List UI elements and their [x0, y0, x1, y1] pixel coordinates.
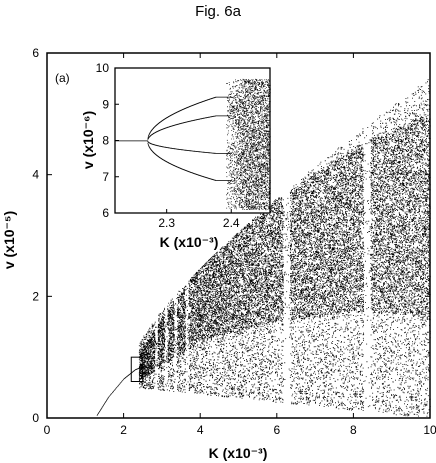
- main-x-tick-label: 6: [273, 423, 280, 437]
- main-x-axis-label: K (x10⁻³): [209, 445, 268, 461]
- main-plot: 0 2 4 6 8 10 0 2 4 6 K (x10⁻³) v (x10⁻⁵): [1, 46, 436, 461]
- inset-plot: 2.3 2.4 6 7 8 9 10 K (x10⁻³) v (x10⁻⁶): [80, 61, 271, 250]
- inset-points-layer: [115, 78, 271, 211]
- main-x-tick-label: 0: [44, 423, 51, 437]
- inset-y-tick-label: 10: [96, 61, 110, 75]
- inset-x-tick-label: 2.3: [158, 216, 175, 230]
- inset-x-axis-label: K (x10⁻³): [160, 234, 219, 250]
- main-y-axis-label: v (x10⁻⁵): [1, 211, 17, 269]
- main-ticks-layer: 0 2 4 6 8 10 0 2 4 6: [32, 46, 436, 437]
- panel-label: (a): [55, 71, 70, 85]
- inset-y-tick-label: 8: [102, 134, 109, 148]
- inset-y-tick-label: 9: [102, 97, 109, 111]
- inset-region-box: [130, 356, 144, 382]
- main-x-tick-label: 4: [197, 423, 204, 437]
- inset-y-axis-label: v (x10⁻⁶): [80, 111, 96, 169]
- inset-x-tick-label: 2.4: [223, 216, 240, 230]
- main-y-tick-label: 6: [32, 46, 39, 60]
- main-x-tick-label: 8: [350, 423, 357, 437]
- main-y-tick-label: 2: [32, 289, 39, 303]
- main-x-tick-label: 2: [120, 423, 127, 437]
- main-points-layer: [96, 79, 431, 417]
- inset-y-tick-label: 6: [102, 206, 109, 220]
- main-y-tick-label: 4: [32, 168, 39, 182]
- main-plot-frame: [46, 52, 431, 419]
- inset-y-tick-label: 7: [102, 170, 109, 184]
- inset-bifurcation-points: [115, 78, 271, 211]
- main-bifurcation-points: [96, 79, 431, 417]
- inset-ticks-layer: 2.3 2.4 6 7 8 9 10: [96, 61, 240, 230]
- main-y-tick-label: 0: [32, 411, 39, 425]
- figure-title: Fig. 6a: [195, 3, 242, 20]
- main-x-tick-label: 10: [423, 423, 436, 437]
